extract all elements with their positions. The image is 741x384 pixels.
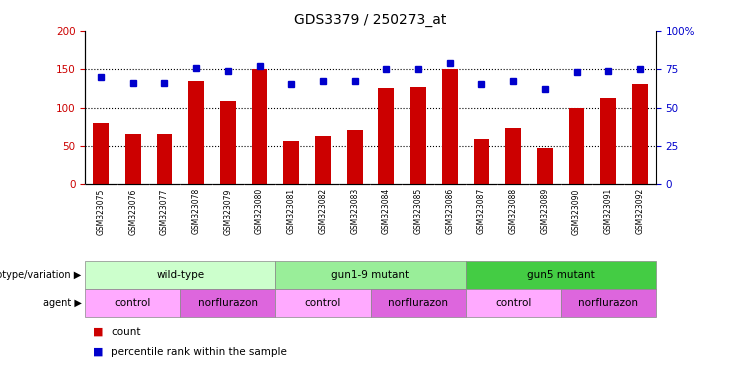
Text: GSM323078: GSM323078 (192, 188, 201, 234)
Bar (410, 87, 426, 184)
Text: percentile rank within the sample: percentile rank within the sample (111, 347, 287, 357)
Text: wild-type: wild-type (156, 270, 205, 280)
Text: GSM323080: GSM323080 (255, 188, 264, 234)
Text: GDS3379 / 250273_at: GDS3379 / 250273_at (294, 13, 447, 27)
Text: GSM323091: GSM323091 (604, 188, 613, 234)
Text: count: count (111, 327, 141, 337)
Text: GSM323088: GSM323088 (508, 188, 518, 234)
Text: GSM323087: GSM323087 (477, 188, 486, 234)
Text: GSM323076: GSM323076 (128, 188, 137, 235)
Bar (473, 139, 489, 184)
Text: norflurazon: norflurazon (578, 298, 638, 308)
Bar (442, 69, 458, 184)
Bar (379, 88, 394, 184)
Text: GSM323085: GSM323085 (413, 188, 422, 234)
Text: ■: ■ (93, 347, 103, 357)
Text: GSM323082: GSM323082 (319, 188, 328, 234)
Text: gun1-9 mutant: gun1-9 mutant (331, 270, 410, 280)
Text: GSM323083: GSM323083 (350, 188, 359, 234)
Bar (347, 130, 362, 184)
Bar (156, 134, 173, 184)
Bar (283, 141, 299, 184)
Bar (252, 69, 268, 184)
Text: GSM323075: GSM323075 (96, 188, 105, 235)
Bar (124, 134, 141, 184)
Bar (568, 108, 585, 184)
Text: GSM323084: GSM323084 (382, 188, 391, 234)
Text: agent ▶: agent ▶ (43, 298, 82, 308)
Text: GSM323079: GSM323079 (223, 188, 233, 235)
Text: norflurazon: norflurazon (388, 298, 448, 308)
Text: GSM323092: GSM323092 (636, 188, 645, 234)
Text: norflurazon: norflurazon (198, 298, 258, 308)
Text: GSM323090: GSM323090 (572, 188, 581, 235)
Bar (220, 101, 236, 184)
Bar (93, 123, 109, 184)
Bar (505, 128, 521, 184)
Bar (315, 136, 331, 184)
Bar (188, 81, 204, 184)
Text: ■: ■ (93, 327, 103, 337)
Text: GSM323086: GSM323086 (445, 188, 454, 234)
Text: GSM323089: GSM323089 (540, 188, 549, 234)
Text: control: control (495, 298, 531, 308)
Text: GSM323077: GSM323077 (160, 188, 169, 235)
Text: GSM323081: GSM323081 (287, 188, 296, 234)
Bar (537, 148, 553, 184)
Text: control: control (305, 298, 341, 308)
Text: genotype/variation ▶: genotype/variation ▶ (0, 270, 82, 280)
Text: gun5 mutant: gun5 mutant (527, 270, 594, 280)
Text: control: control (115, 298, 151, 308)
Bar (600, 98, 617, 184)
Bar (632, 84, 648, 184)
